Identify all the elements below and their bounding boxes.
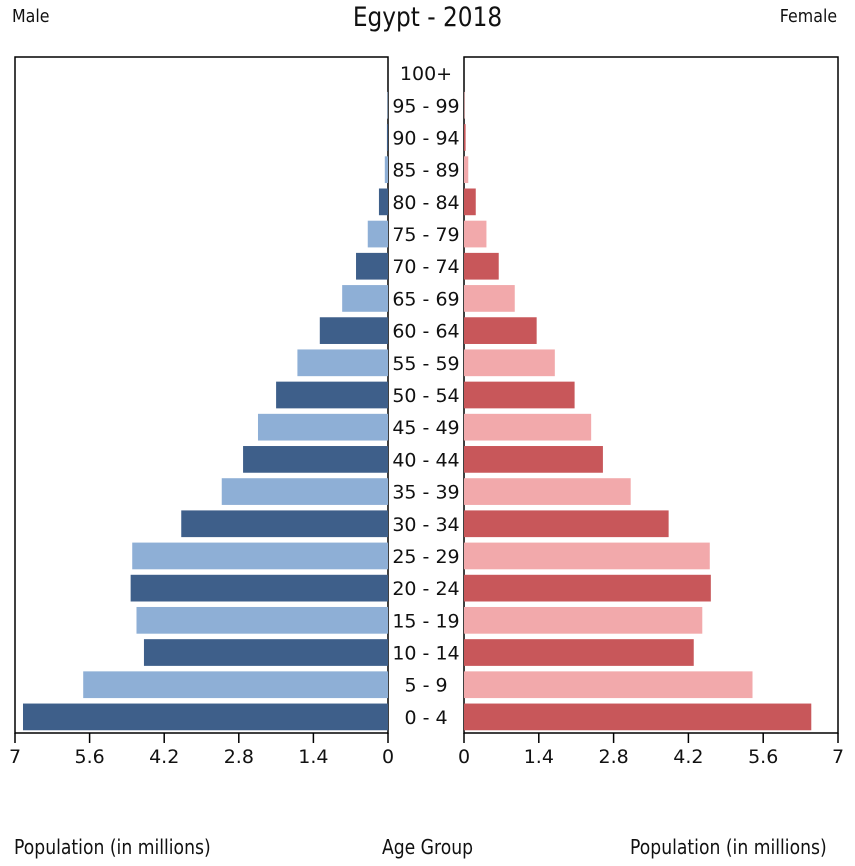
female-bar-50-54 (464, 381, 575, 409)
female-bar-10-14 (464, 639, 694, 666)
age-group-tick: 55 - 59 (392, 353, 459, 375)
age-group-tick: 85 - 89 (392, 160, 459, 182)
age-group-tick: 10 - 14 (392, 643, 459, 665)
age-group-tick: 35 - 39 (392, 482, 459, 504)
age-group-tick: 100+ (400, 63, 452, 85)
female-bar-65-69 (464, 285, 515, 312)
male-bar-55-59 (297, 349, 388, 377)
right-axis-label: Population (in millions) (630, 835, 827, 859)
female-x-tick-label: 1.4 (524, 746, 554, 768)
female-bar-70-74 (464, 252, 499, 280)
female-x-tick-label: 0 (458, 746, 470, 768)
male-bar-85-89 (384, 156, 388, 184)
age-group-tick: 95 - 99 (392, 95, 459, 117)
age-group-tick: 45 - 49 (392, 417, 459, 439)
male-x-tick-label: 0 (382, 746, 394, 768)
left-axis-label: Population (in millions) (14, 835, 211, 859)
age-group-tick: 25 - 29 (392, 546, 459, 568)
male-x-tick-label: 5.6 (74, 746, 104, 768)
male-bar-15-19 (136, 606, 388, 634)
male-bar-40-44 (243, 446, 388, 473)
chart-title: Egypt - 2018 (352, 2, 503, 33)
age-group-tick: 50 - 54 (392, 385, 459, 407)
female-bar-55-59 (464, 349, 555, 377)
female-bar-95-99 (464, 91, 465, 119)
male-bar-45-49 (257, 413, 388, 441)
female-bar-30-34 (464, 510, 669, 538)
age-group-tick: 40 - 44 (392, 449, 459, 471)
age-group-label: Age Group (381, 835, 474, 859)
male-bar-60-64 (319, 317, 388, 344)
age-group-tick: 75 - 79 (392, 224, 459, 246)
male-bar-65-69 (342, 285, 388, 312)
female-bar-75-79 (464, 220, 487, 248)
female-bar-0-4 (464, 703, 812, 731)
male-bar-25-29 (132, 542, 388, 570)
male-bar-5-9 (83, 671, 388, 699)
male-bar-50-54 (276, 381, 388, 409)
male-x-tick-label: 1.4 (298, 746, 328, 768)
female-label: Female (779, 6, 837, 27)
male-bar-90-94 (386, 124, 388, 151)
age-group-tick: 60 - 64 (392, 321, 459, 343)
age-group-tick: 80 - 84 (392, 192, 459, 214)
age-group-tick: 5 - 9 (404, 675, 447, 697)
age-group-tick: 70 - 74 (392, 256, 459, 278)
female-bar-60-64 (464, 317, 537, 344)
male-bar-30-34 (181, 510, 388, 538)
female-x-tick-label: 7 (832, 746, 844, 768)
age-group-tick: 15 - 19 (392, 610, 459, 632)
female-bar-80-84 (464, 188, 476, 216)
female-bar-45-49 (464, 413, 592, 441)
female-x-tick-label: 2.8 (598, 746, 628, 768)
female-bar-90-94 (464, 124, 466, 151)
male-x-tick-label: 7 (9, 746, 21, 768)
male-bar-75-79 (367, 220, 388, 248)
female-bar-85-89 (464, 156, 469, 184)
female-bar-5-9 (464, 671, 753, 699)
female-bar-35-39 (464, 478, 631, 505)
female-bar-25-29 (464, 542, 710, 570)
male-bar-10-14 (143, 639, 388, 666)
age-group-tick: 0 - 4 (404, 707, 447, 729)
female-x-tick-label: 5.6 (748, 746, 778, 768)
male-x-tick-label: 4.2 (149, 746, 179, 768)
male-bar-0-4 (22, 703, 388, 731)
male-bar-95-99 (387, 91, 388, 119)
age-group-tick: 20 - 24 (392, 578, 459, 600)
male-label: Male (12, 6, 50, 27)
male-x-tick-label: 2.8 (224, 746, 254, 768)
female-bar-40-44 (464, 446, 603, 473)
age-group-tick: 65 - 69 (392, 288, 459, 310)
male-bar-70-74 (356, 252, 388, 280)
male-bar-20-24 (130, 574, 388, 602)
age-group-tick: 90 - 94 (392, 127, 459, 149)
female-x-tick-label: 4.2 (673, 746, 703, 768)
population-pyramid-chart: 100+ 95 - 99 90 - 94 85 - 89 80 - 84 75 - 79 7… (9, 56, 844, 768)
male-bar-80-84 (378, 188, 388, 216)
female-bar-15-19 (464, 606, 703, 634)
female-bar-20-24 (464, 574, 711, 602)
age-group-tick: 30 - 34 (392, 514, 459, 536)
male-bar-35-39 (221, 478, 388, 505)
